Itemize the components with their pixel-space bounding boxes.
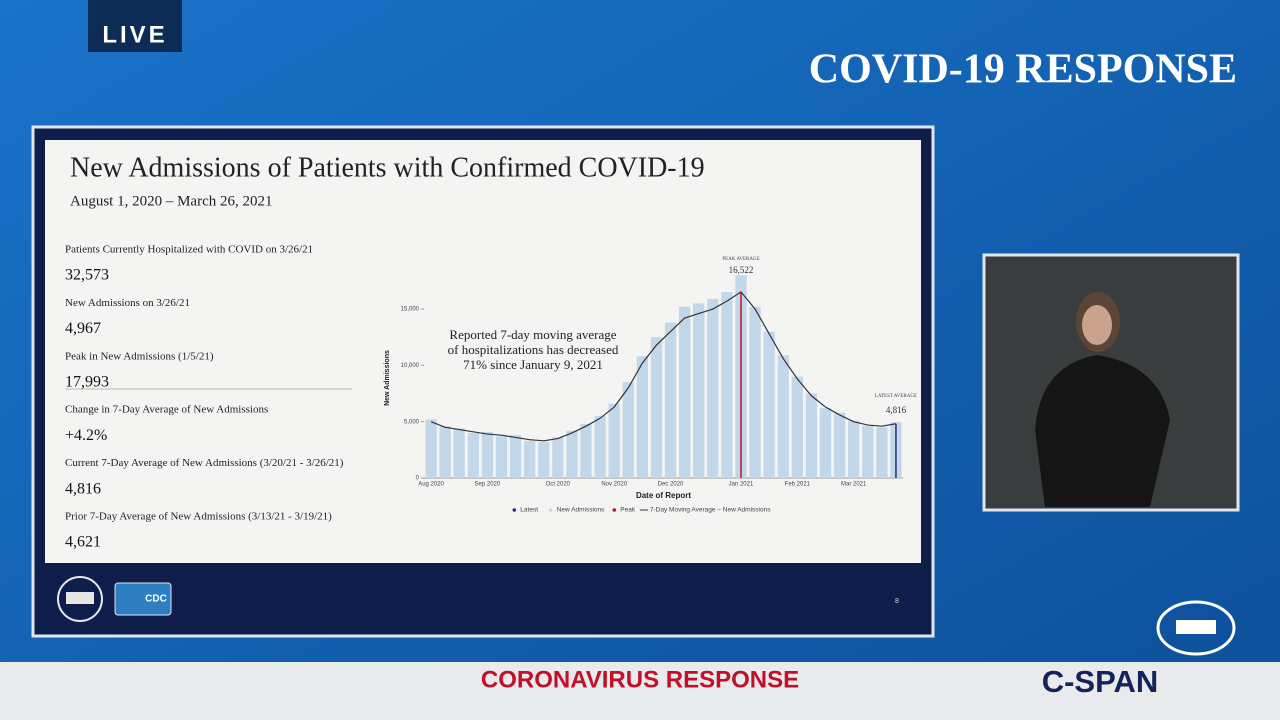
lower-third — [0, 662, 1280, 720]
bar — [678, 306, 691, 478]
x-axis-label: Date of Report — [636, 491, 691, 500]
stat-value: 4,621 — [65, 534, 101, 551]
bar — [439, 426, 451, 478]
y-tick-label: 15,000 — [401, 307, 420, 313]
bar — [580, 423, 592, 478]
legend-swatch — [512, 508, 517, 512]
peak-label: PEAK AVERAGE — [722, 257, 759, 262]
bar — [664, 322, 677, 478]
legend-label: Peak — [620, 507, 636, 514]
x-tick-label: Feb 2021 — [785, 482, 811, 488]
stat-label: Patients Currently Hospitalized with COV… — [65, 244, 313, 256]
bar — [848, 420, 860, 478]
interpreter-face — [1082, 305, 1112, 345]
stat-label: New Admissions on 3/26/21 — [65, 297, 190, 309]
bar — [524, 440, 536, 478]
stat-label: Peak in New Admissions (1/5/21) — [65, 350, 214, 362]
y-tick-label: 10,000 — [401, 363, 420, 369]
x-tick-label: Nov 2020 — [601, 482, 627, 488]
stat-value: 4,816 — [65, 480, 101, 497]
legend-label: 7-Day Moving Average – New Admissions — [650, 507, 771, 514]
bar — [594, 416, 606, 478]
x-tick-label: Dec 2020 — [658, 482, 684, 488]
bar — [833, 412, 846, 478]
bar — [791, 376, 803, 478]
x-tick-label: Jan 2021 — [729, 482, 754, 488]
stat-label: Current 7-Day Average of New Admissions … — [65, 457, 344, 469]
annotation: Reported 7-day moving average — [449, 327, 616, 342]
stat-value: +4.2% — [65, 427, 107, 444]
stat-value: 17,993 — [65, 373, 109, 390]
stat-value: 32,573 — [65, 267, 109, 284]
page-number: 8 — [895, 598, 899, 605]
x-tick-label: Sep 2020 — [475, 482, 501, 488]
white-house-logo — [1156, 600, 1236, 656]
bar — [453, 428, 465, 478]
legend-swatch — [612, 508, 617, 512]
banner: COVID-19 RESPONSE — [809, 47, 1237, 93]
interpreter-body — [1035, 355, 1170, 507]
network-logo: C-SPAN — [1042, 664, 1159, 699]
bar — [819, 408, 832, 478]
white-house-seal — [57, 576, 103, 622]
bar — [509, 435, 522, 478]
bar — [707, 298, 719, 478]
annotation: of hospitalizations has decreased — [448, 342, 619, 357]
white-house-building — [1176, 620, 1216, 634]
y-tick-label: 5,000 — [404, 419, 420, 425]
live-label: LIVE — [102, 21, 167, 48]
slide-card — [45, 140, 921, 563]
bar — [566, 430, 578, 478]
bar — [721, 292, 733, 478]
stat-label: Change in 7-Day Average of New Admission… — [65, 404, 268, 416]
y-tick-label: 0 — [416, 476, 420, 482]
latest-label: LATEST AVERAGE — [875, 394, 917, 399]
bar — [805, 393, 818, 478]
bar — [425, 419, 437, 478]
lower-third-text: CORONAVIRUS RESPONSE — [481, 666, 799, 693]
bar — [763, 331, 775, 478]
bar — [608, 403, 620, 478]
seal-building — [66, 592, 94, 604]
bar — [862, 426, 874, 478]
x-tick-label: Oct 2020 — [546, 482, 571, 488]
y-axis-label: New Admissions — [384, 350, 391, 406]
slide-subtitle: August 1, 2020 – March 26, 2021 — [70, 193, 273, 209]
bar — [481, 431, 494, 478]
bar — [622, 382, 634, 478]
bar — [495, 436, 508, 478]
bar — [636, 356, 649, 478]
line — [430, 291, 897, 442]
bar — [467, 432, 479, 478]
legend-swatch — [548, 508, 553, 512]
bar — [777, 355, 789, 478]
stat-value: 4,967 — [65, 320, 101, 337]
cdc-logo-box — [114, 582, 172, 616]
latest-value: 4,816 — [886, 405, 907, 415]
annotation: 71% since January 9, 2021 — [463, 357, 603, 372]
x-tick-label: Aug 2020 — [418, 482, 444, 488]
bar — [552, 437, 564, 478]
bar — [749, 306, 761, 478]
stat-label: Prior 7-Day Average of New Admissions (3… — [65, 511, 332, 523]
bar — [693, 303, 705, 478]
bar — [876, 427, 888, 478]
live-box — [88, 0, 182, 52]
x-tick-label: Mar 2021 — [841, 482, 867, 488]
cdc-logo: CDC — [145, 594, 167, 605]
bar — [650, 337, 663, 478]
slide-title: New Admissions of Patients with Confirme… — [70, 152, 705, 183]
legend-label: New Admissions — [557, 507, 605, 514]
peak-value: 16,522 — [729, 265, 754, 275]
bar — [538, 441, 550, 478]
legend-label: Latest — [520, 507, 538, 514]
